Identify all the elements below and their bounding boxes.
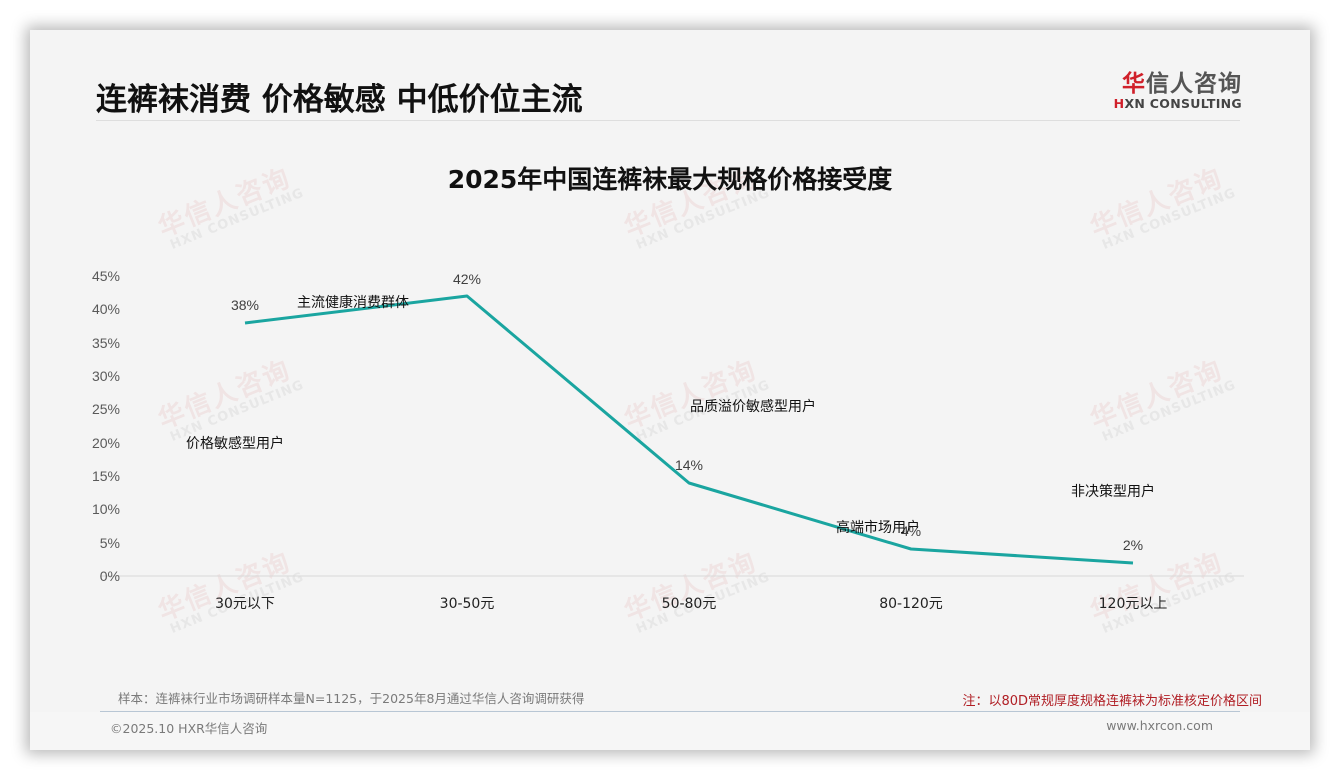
x-tick: 120元以上: [1099, 596, 1168, 612]
y-tick: 25%: [92, 401, 120, 417]
line-chart: 0% 5% 10% 15% 20% 25% 30% 35% 40% 45% 38…: [92, 268, 1244, 612]
data-label: 38%: [231, 297, 259, 313]
x-tick: 80-120元: [879, 596, 943, 612]
y-tick: 35%: [92, 335, 120, 351]
logo-cn: 华信人咨询: [1122, 71, 1242, 97]
data-label: 4%: [901, 523, 921, 539]
x-tick: 30元以下: [215, 596, 275, 612]
x-tick: 50-80元: [662, 596, 717, 612]
annotation: 主流健康消费群体: [297, 294, 409, 311]
series-line: [244, 294, 1134, 565]
y-axis-ticks: 0% 5% 10% 15% 20% 25% 30% 35% 40% 45%: [92, 268, 120, 584]
y-tick: 45%: [92, 268, 120, 284]
footnote: 注：以80D常规厚度规格连裤袜为标准核定价格区间: [962, 694, 1262, 709]
y-tick: 5%: [100, 535, 120, 551]
annotations: 价格敏感型用户 主流健康消费群体 品质溢价敏感型用户 高端市场用户 非决策型用户: [186, 294, 1155, 536]
sample-note: 样本：连裤袜行业市场调研样本量N=1125，于2025年8月通过华信人咨询调研获…: [118, 691, 585, 706]
chart-title: 2025年中国连裤袜最大规格价格接受度: [447, 165, 893, 194]
data-label: 2%: [1123, 537, 1143, 553]
y-tick: 15%: [92, 468, 120, 484]
annotation: 品质溢价敏感型用户: [690, 398, 816, 415]
logo-en: HXN CONSULTING: [1113, 96, 1242, 111]
y-tick: 40%: [92, 301, 120, 317]
footer-band: [30, 712, 1310, 750]
footer-divider: [100, 711, 1240, 712]
x-axis-ticks: 30元以下 30-50元 50-80元 80-120元 120元以上: [215, 596, 1167, 612]
x-tick: 30-50元: [440, 596, 495, 612]
copyright: ©2025.10 HXR华信人咨询: [110, 721, 268, 736]
y-tick: 10%: [92, 501, 120, 517]
annotation: 价格敏感型用户: [186, 435, 284, 452]
data-labels: 38% 42% 14% 4% 2%: [231, 271, 1143, 553]
slide: 华信人咨询 HXN CONSULTING 华信人咨询 HXN CONSULTIN…: [30, 30, 1310, 750]
title-divider: [96, 120, 1240, 121]
annotation: 非决策型用户: [1071, 483, 1155, 500]
website-link[interactable]: www.hxrcon.com: [1106, 718, 1213, 733]
y-tick: 30%: [92, 368, 120, 384]
y-tick: 20%: [92, 435, 120, 451]
y-tick: 0%: [100, 568, 120, 584]
page-title: 连裤袜消费 价格敏感 中低价位主流: [96, 82, 583, 118]
annotation: 高端市场用户: [836, 519, 920, 536]
data-label: 42%: [453, 271, 481, 287]
company-logo: 华信人咨询 HXN CONSULTING: [1110, 64, 1242, 111]
data-label: 14%: [675, 457, 703, 473]
